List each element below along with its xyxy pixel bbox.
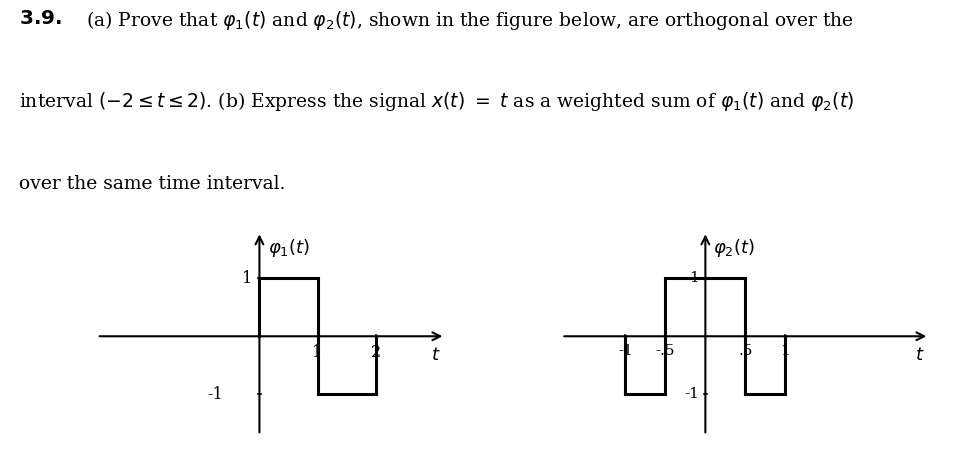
Text: 1: 1 <box>313 344 322 361</box>
Text: .5: .5 <box>739 344 752 358</box>
Text: (a) Prove that $\varphi_1(t)$ and $\varphi_2(t)$, shown in the figure below, are: (a) Prove that $\varphi_1(t)$ and $\varp… <box>86 9 854 32</box>
Text: 1: 1 <box>242 269 252 287</box>
Text: 1: 1 <box>780 344 790 358</box>
Text: -1: -1 <box>618 344 633 358</box>
Text: $\varphi_1(t)$: $\varphi_1(t)$ <box>268 238 310 259</box>
Text: interval $(-2\leq t\leq 2)$. (b) Express the signal $x(t)$ $=$ $t$ as a weighted: interval $(-2\leq t\leq 2)$. (b) Express… <box>19 90 855 113</box>
Text: $t$: $t$ <box>431 346 440 364</box>
Text: -.5: -.5 <box>655 344 675 358</box>
Text: $\mathbf{3.9.}$: $\mathbf{3.9.}$ <box>19 9 63 28</box>
Text: over the same time interval.: over the same time interval. <box>19 175 286 194</box>
Text: -1: -1 <box>208 386 224 403</box>
Text: -1: -1 <box>684 388 699 401</box>
Text: $\varphi_2(t)$: $\varphi_2(t)$ <box>713 238 755 259</box>
Text: 1: 1 <box>689 271 699 285</box>
Text: $t$: $t$ <box>915 346 924 364</box>
Text: 2: 2 <box>371 344 380 361</box>
